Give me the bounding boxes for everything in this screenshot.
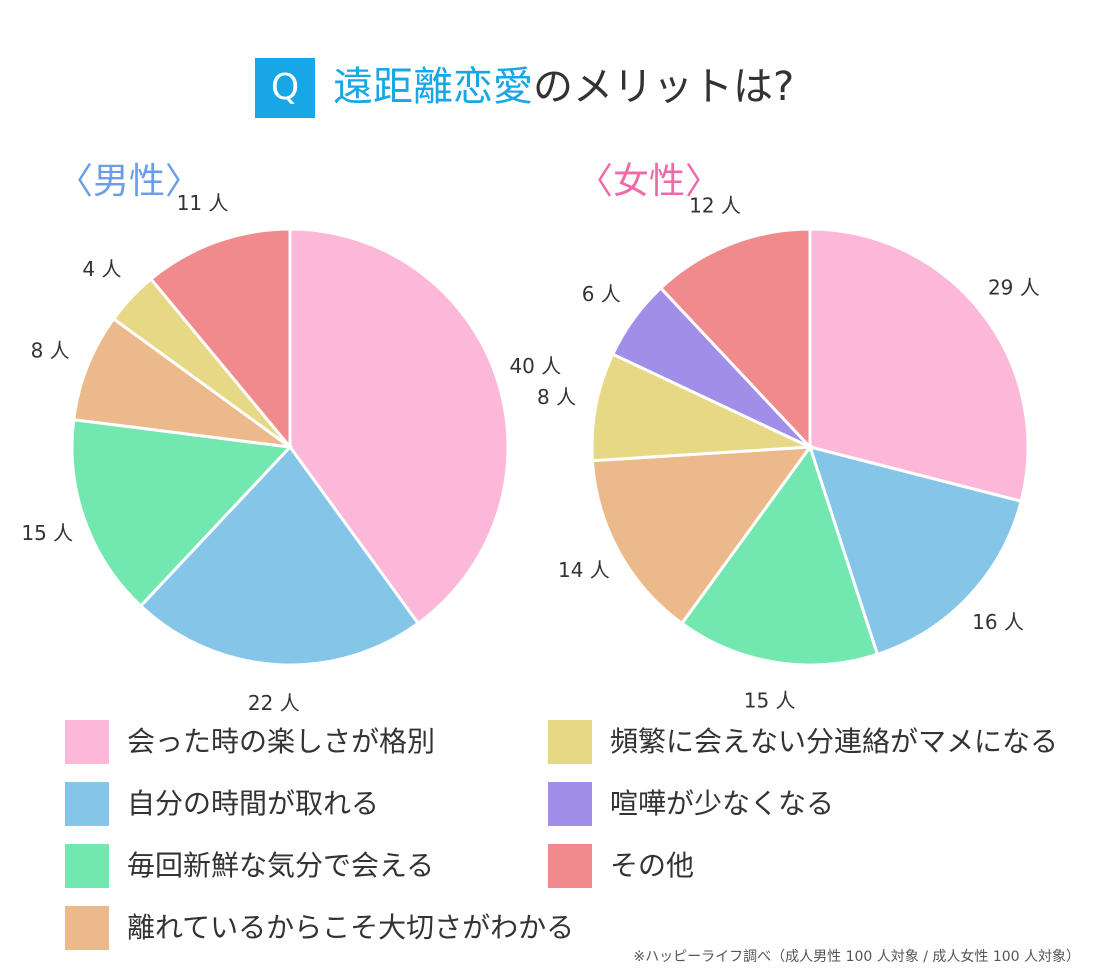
chart-title: 〈男性〉	[57, 161, 201, 202]
value-label: 14 人	[558, 558, 610, 582]
title-highlight: 遠距離恋愛	[333, 64, 533, 110]
legend-label: 離れているからこそ大切さがわかる	[127, 911, 574, 944]
value-label: 12 人	[689, 194, 741, 218]
value-label: 8 人	[537, 385, 576, 409]
pie-slice	[658, 227, 812, 451]
value-label: 16 人	[972, 610, 1024, 634]
value-label: 6 人	[582, 282, 621, 306]
pie-slice	[288, 227, 510, 626]
value-label: 4 人	[82, 257, 121, 281]
value-label: 15 人	[744, 688, 796, 712]
legend-label: 毎回新鮮な気分で会える	[127, 849, 434, 882]
title-badge-box	[255, 58, 315, 118]
legend-label: 喧嘩が少なくなる	[610, 787, 834, 820]
value-label: 29 人	[988, 275, 1040, 299]
legend-swatch	[65, 844, 109, 888]
legend-swatch	[65, 782, 109, 826]
legend-swatch	[548, 844, 592, 888]
title-badge: Q	[271, 67, 299, 108]
legend-label: 自分の時間が取れる	[127, 787, 379, 820]
legend-swatch	[65, 906, 109, 950]
value-label: 22 人	[248, 691, 300, 715]
legend-swatch	[65, 720, 109, 764]
pie-slice	[148, 227, 292, 452]
legend-label: 頻繁に会えない分連絡がマメになる	[610, 725, 1058, 758]
legend-label: その他	[610, 849, 694, 882]
title-text: のメリットは?	[533, 64, 794, 110]
pie-slice	[808, 227, 1030, 504]
footnote: ※ハッピーライフ調べ（成人男性 100 人対象 / 成人女性 100 人対象）	[633, 948, 1080, 965]
pie-slice	[807, 444, 1023, 657]
pie-slice	[679, 443, 880, 667]
legend-label: 会った時の楽しさが格別	[127, 725, 435, 758]
value-label: 8 人	[31, 339, 70, 363]
legend-swatch	[548, 782, 592, 826]
legend-swatch	[548, 720, 592, 764]
pie-slice	[590, 352, 811, 463]
pie-slice	[590, 445, 814, 626]
pie-slice	[72, 316, 291, 449]
pie-slice	[70, 418, 294, 609]
value-label: 40 人	[509, 354, 561, 378]
value-label: 11 人	[177, 191, 229, 215]
pie-slice	[138, 444, 421, 667]
value-label: 15 人	[21, 521, 73, 545]
chart-title: 〈女性〉	[577, 161, 721, 202]
